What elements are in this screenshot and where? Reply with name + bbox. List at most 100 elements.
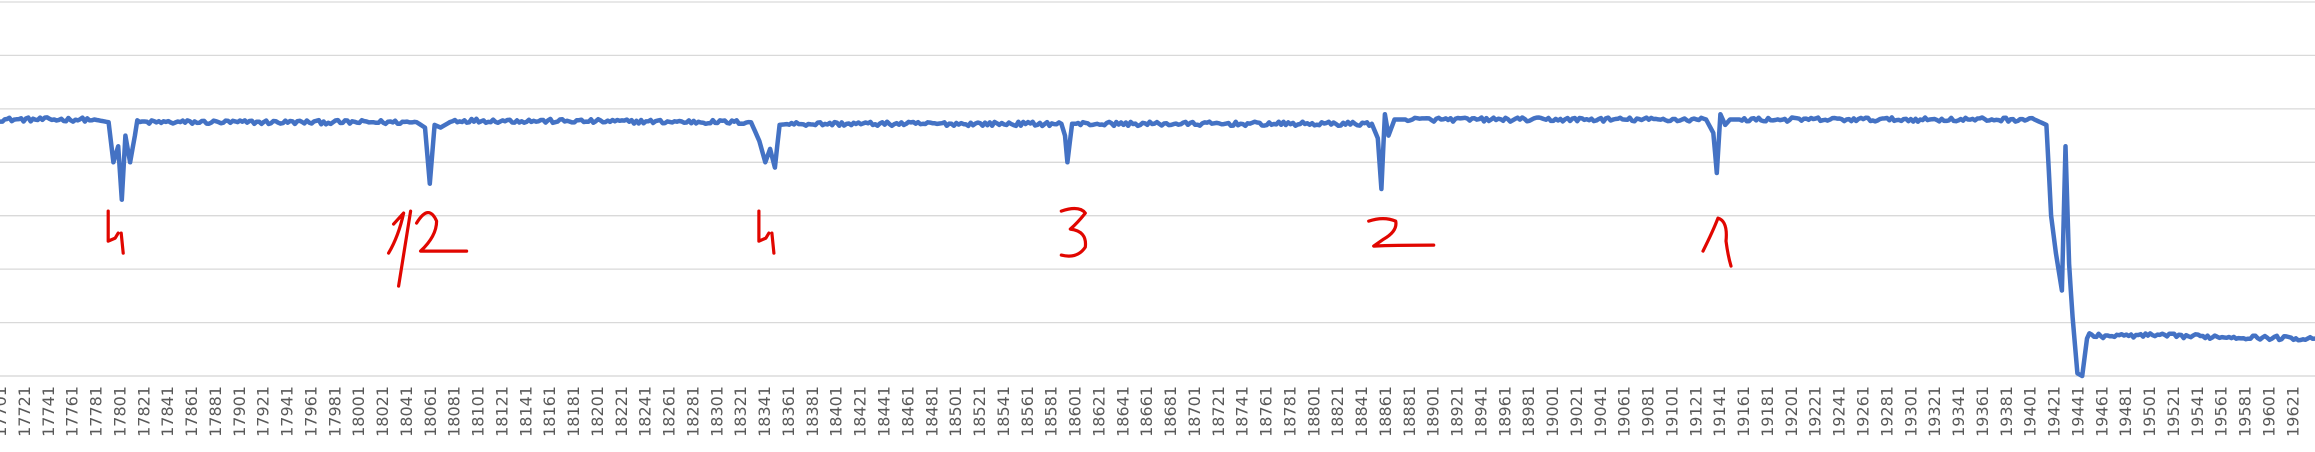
- x-tick-label: 19241: [1830, 386, 1849, 437]
- gridlines: [0, 1, 2315, 377]
- x-tick-label: 18961: [1495, 386, 1514, 437]
- x-tick-label: 17801: [110, 386, 129, 437]
- x-tick-label: 19181: [1758, 386, 1777, 437]
- x-tick-label: 18201: [588, 386, 607, 437]
- x-tick-label: 17701: [0, 386, 10, 437]
- x-tick-label: 18461: [898, 386, 917, 437]
- x-tick-label: 19201: [1782, 386, 1801, 437]
- x-tick-label: 19101: [1663, 386, 1682, 437]
- x-tick-label: 18681: [1161, 386, 1180, 437]
- x-tick-label: 18581: [1042, 386, 1061, 437]
- x-tick-label: 19341: [1949, 386, 1968, 437]
- x-tick-label: 19401: [2021, 386, 2040, 437]
- x-tick-label: 18481: [922, 386, 941, 437]
- x-tick-label: 18841: [1352, 386, 1371, 437]
- x-tick-label: 18261: [660, 386, 679, 437]
- x-tick-label: 18181: [564, 386, 583, 437]
- x-tick-label: 18761: [1257, 386, 1276, 437]
- x-tick-label: 18701: [1185, 386, 1204, 437]
- x-tick-label: 19321: [1925, 386, 1944, 437]
- x-tick-label: 18781: [1280, 386, 1299, 437]
- x-tick-label: 18441: [875, 386, 894, 437]
- handwritten-annotation: [1701, 216, 1733, 268]
- x-tick-label: 19021: [1567, 386, 1586, 437]
- x-tick-label: 18061: [421, 386, 440, 437]
- x-tick-label: 18661: [1137, 386, 1156, 437]
- x-tick-label: 18601: [1066, 386, 1085, 437]
- x-tick-label: 18101: [469, 386, 488, 437]
- x-tick-label: 19361: [1973, 386, 1992, 437]
- x-tick-label: 18121: [492, 386, 511, 437]
- x-tick-label: 18941: [1472, 386, 1491, 437]
- x-tick-label: 19261: [1854, 386, 1873, 437]
- x-tick-label: 18561: [1018, 386, 1037, 437]
- x-tick-label: 18021: [373, 386, 392, 437]
- x-tick-label: 19521: [2164, 386, 2183, 437]
- x-tick-label: 18241: [636, 386, 655, 437]
- handwritten-annotation: [1367, 217, 1436, 248]
- x-tick-label: 18161: [540, 386, 559, 437]
- x-tick-label: 18141: [516, 386, 535, 437]
- x-tick-label: 18421: [851, 386, 870, 437]
- x-tick-label: 18401: [827, 386, 846, 437]
- x-tick-label: 19001: [1543, 386, 1562, 437]
- x-tick-label: 17841: [158, 386, 177, 437]
- handwritten-annotation: [757, 209, 776, 255]
- x-tick-label: 19221: [1806, 386, 1825, 437]
- handwritten-annotations: [106, 206, 1733, 288]
- x-tick-label: 19381: [1997, 386, 2016, 437]
- x-tick-label: 19281: [1877, 386, 1896, 437]
- x-tick-label: 19061: [1615, 386, 1634, 437]
- x-tick-label: 17721: [15, 386, 34, 437]
- x-tick-label: 17981: [325, 386, 344, 437]
- x-tick-label: 18921: [1448, 386, 1467, 437]
- handwritten-annotation: [106, 209, 125, 255]
- x-tick-label: 18521: [970, 386, 989, 437]
- x-axis-tick-labels: 17701 17721 17741 17761 17781 17801 17821 17841…: [0, 386, 2302, 437]
- x-tick-label: 17761: [63, 386, 82, 437]
- x-tick-label: 19541: [2188, 386, 2207, 437]
- series-layer: [0, 111, 2315, 379]
- x-tick-label: 18301: [707, 386, 726, 437]
- x-tick-label: 18041: [397, 386, 416, 437]
- x-tick-label: 18081: [445, 386, 464, 437]
- x-tick-label: 18221: [612, 386, 631, 437]
- x-tick-label: 18821: [1328, 386, 1347, 437]
- x-tick-label: 18361: [779, 386, 798, 437]
- x-tick-label: 17921: [254, 386, 273, 437]
- x-tick-label: 17741: [39, 386, 58, 437]
- x-tick-label: 18901: [1424, 386, 1443, 437]
- x-tick-label: 18381: [803, 386, 822, 437]
- x-tick-label: 18541: [994, 386, 1013, 437]
- x-tick-label: 19141: [1710, 386, 1729, 437]
- x-tick-label: 19481: [2116, 386, 2135, 437]
- x-tick-label: 17821: [134, 386, 153, 437]
- x-tick-label: 19561: [2212, 386, 2231, 437]
- x-tick-label: 19601: [2259, 386, 2278, 437]
- x-tick-label: 18621: [1089, 386, 1108, 437]
- x-tick-label: 19081: [1639, 386, 1658, 437]
- x-tick-label: 17781: [87, 386, 106, 437]
- x-tick-label: 18281: [684, 386, 703, 437]
- x-tick-label: 19301: [1901, 386, 1920, 437]
- x-tick-label: 17961: [301, 386, 320, 437]
- x-tick-label: 18721: [1209, 386, 1228, 437]
- x-tick-label: 18741: [1233, 386, 1252, 437]
- x-tick-label: 18501: [946, 386, 965, 437]
- x-tick-label: 18321: [731, 386, 750, 437]
- x-tick-label: 19461: [2092, 386, 2111, 437]
- series-line: [0, 111, 2315, 379]
- x-tick-label: 18341: [755, 386, 774, 437]
- x-tick-label: 17861: [182, 386, 201, 437]
- handwritten-annotation: [387, 209, 469, 288]
- x-tick-label: 17901: [230, 386, 249, 437]
- handwritten-annotation: [1059, 206, 1088, 258]
- x-tick-label: 17881: [206, 386, 225, 437]
- x-tick-label: 19161: [1734, 386, 1753, 437]
- x-tick-label: 19621: [2283, 386, 2302, 437]
- x-tick-label: 18001: [349, 386, 368, 437]
- x-tick-label: 19581: [2236, 386, 2255, 437]
- x-tick-label: 19421: [2045, 386, 2064, 437]
